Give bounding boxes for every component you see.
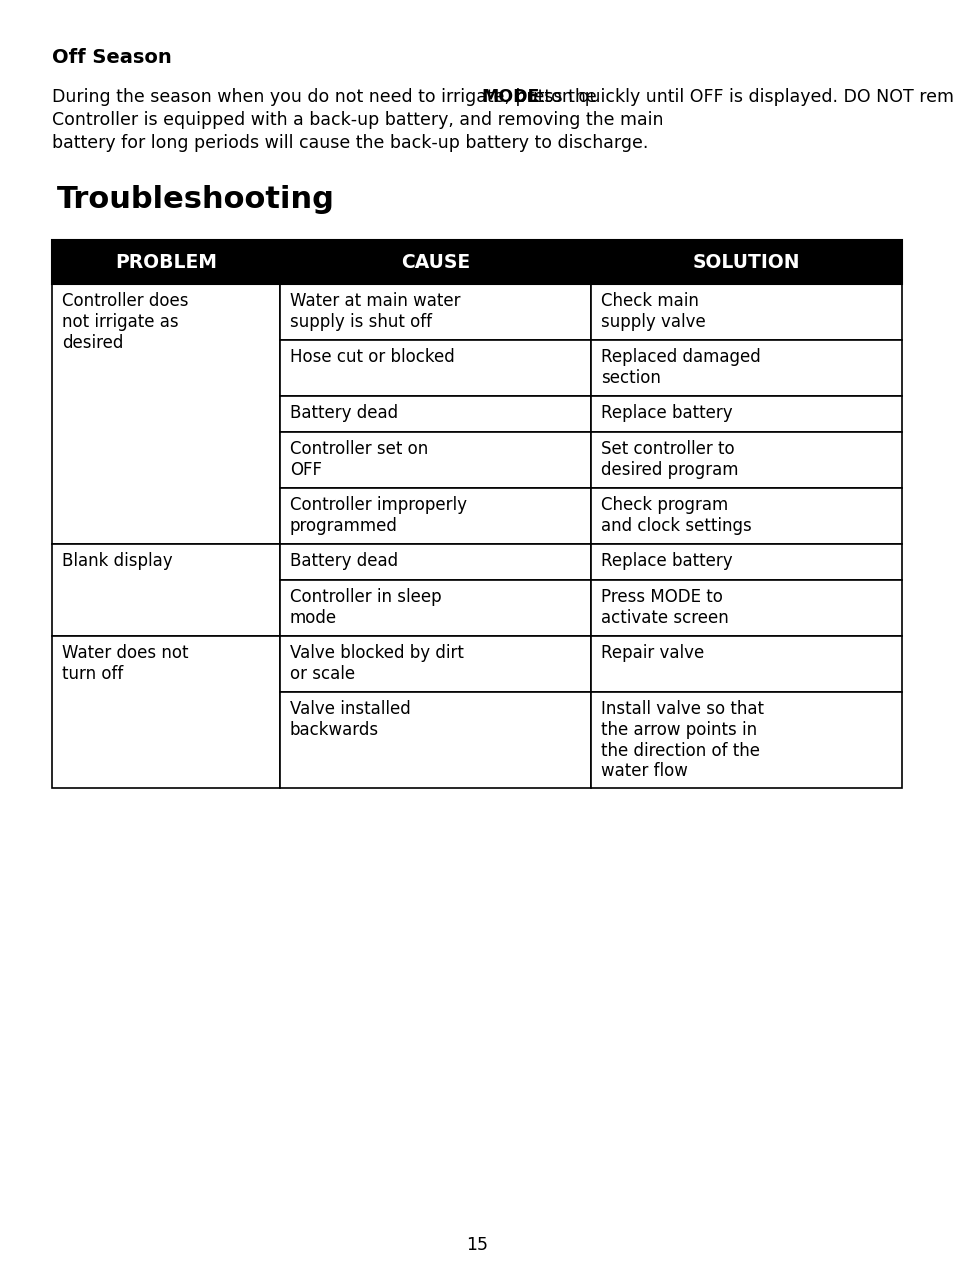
- Text: Water at main water
supply is shut off: Water at main water supply is shut off: [290, 292, 459, 330]
- Bar: [279, 692, 590, 789]
- Text: Controller in sleep
mode: Controller in sleep mode: [290, 588, 441, 627]
- Bar: [279, 487, 590, 544]
- Bar: [590, 487, 901, 544]
- Bar: [279, 396, 590, 433]
- Text: Battery dead: Battery dead: [290, 404, 397, 422]
- Text: Controller set on
OFF: Controller set on OFF: [290, 440, 428, 478]
- Text: PROBLEM: PROBLEM: [114, 253, 216, 272]
- Bar: [52, 544, 279, 635]
- Text: Press MODE to
activate screen: Press MODE to activate screen: [600, 588, 728, 627]
- Text: Controller improperly
programmed: Controller improperly programmed: [290, 496, 466, 535]
- Text: MODE: MODE: [480, 88, 538, 106]
- Text: Battery dead: Battery dead: [290, 553, 397, 570]
- Bar: [590, 581, 901, 635]
- Bar: [590, 285, 901, 339]
- Bar: [52, 285, 279, 544]
- Text: Water does not
turn off: Water does not turn off: [62, 644, 189, 683]
- Text: Check program
and clock settings: Check program and clock settings: [600, 496, 751, 535]
- Text: Blank display: Blank display: [62, 553, 172, 570]
- Text: CAUSE: CAUSE: [400, 253, 470, 272]
- Text: Hose cut or blocked: Hose cut or blocked: [290, 348, 454, 366]
- Bar: [590, 396, 901, 433]
- Text: Valve installed
backwards: Valve installed backwards: [290, 701, 410, 739]
- Bar: [279, 544, 590, 581]
- Bar: [590, 635, 901, 692]
- Bar: [279, 581, 590, 635]
- Bar: [279, 433, 590, 487]
- Text: Controller is equipped with a back-up battery, and removing the main: Controller is equipped with a back-up ba…: [52, 111, 662, 129]
- Bar: [590, 692, 901, 789]
- Bar: [279, 339, 590, 396]
- Text: Repair valve: Repair valve: [600, 644, 703, 662]
- Bar: [590, 433, 901, 487]
- Text: Replace battery: Replace battery: [600, 553, 732, 570]
- Text: Troubleshooting: Troubleshooting: [57, 185, 335, 214]
- Text: Check main
supply valve: Check main supply valve: [600, 292, 705, 330]
- Bar: [590, 339, 901, 396]
- Text: button quickly until OFF is displayed. DO NOT remove the battery. The: button quickly until OFF is displayed. D…: [510, 88, 953, 106]
- Bar: [590, 544, 901, 581]
- Text: Controller does
not irrigate as
desired: Controller does not irrigate as desired: [62, 292, 189, 352]
- Text: Off Season: Off Season: [52, 48, 172, 68]
- Text: Valve blocked by dirt
or scale: Valve blocked by dirt or scale: [290, 644, 463, 683]
- Text: During the season when you do not need to irrigate, press the: During the season when you do not need t…: [52, 88, 601, 106]
- Text: battery for long periods will cause the back-up battery to discharge.: battery for long periods will cause the …: [52, 134, 648, 152]
- Bar: [279, 285, 590, 339]
- Bar: [52, 635, 279, 789]
- Text: SOLUTION: SOLUTION: [692, 253, 800, 272]
- Text: Replace battery: Replace battery: [600, 404, 732, 422]
- Text: Install valve so that
the arrow points in
the direction of the
water flow: Install valve so that the arrow points i…: [600, 701, 763, 781]
- Bar: [279, 635, 590, 692]
- Text: Replaced damaged
section: Replaced damaged section: [600, 348, 760, 387]
- Text: 15: 15: [465, 1236, 488, 1254]
- Bar: [52, 240, 901, 285]
- Text: Set controller to
desired program: Set controller to desired program: [600, 440, 738, 478]
